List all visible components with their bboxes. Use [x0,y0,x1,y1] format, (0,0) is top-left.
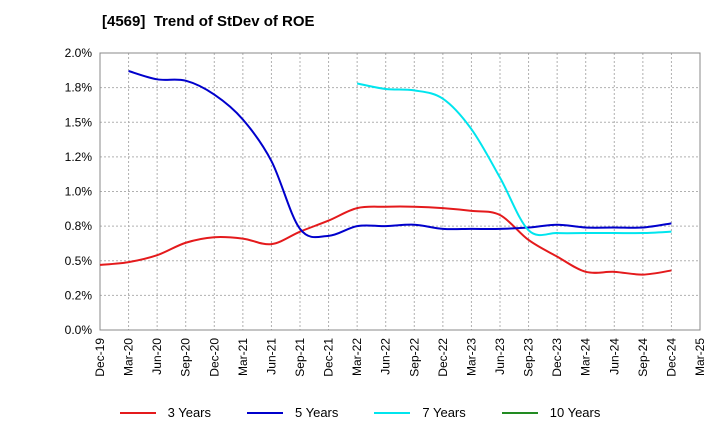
x-tick-label: Sep-24 [636,338,650,377]
x-tick-label: Jun-24 [607,338,621,375]
series-line-5-years [128,70,672,239]
x-tick-label: Dec-23 [550,338,564,377]
plot-frame [99,52,701,331]
y-tick-label: 0.0% [65,323,93,337]
y-tick-label: 1.8% [65,81,93,95]
x-tick-label: Sep-21 [293,338,307,377]
axis-layer: 0.0% 0.2% 0.5% 0.8% 1.0% 1.2% 1.5% 1.8% 2.0% Dec-… [65,46,707,377]
x-tick-label: Jun-20 [150,338,164,375]
x-tick-label: Mar-20 [122,338,136,376]
x-tick-label: Jun-22 [379,338,393,375]
line-chart: 0.0% 0.2% 0.5% 0.8% 1.0% 1.2% 1.5% 1.8% 2.0% Dec-… [65,46,707,377]
legend-label: 3 Years [167,405,211,420]
series-layer [99,70,672,276]
x-tick-label: Jun-21 [264,338,278,375]
legend-swatch [374,411,411,414]
legend-item: 10 Years [501,405,601,420]
legend-item: 3 Years [119,405,211,420]
y-tick-label: 0.5% [65,254,93,268]
grid-layer [99,52,701,331]
x-tick-label: Sep-22 [407,338,421,377]
y-tick-label: 0.8% [65,219,93,233]
x-tick-label: Sep-23 [522,338,536,377]
series-line-7-years [356,82,672,237]
series-line-3-years [99,205,672,276]
y-tick-label: 1.5% [65,115,93,129]
legend-label: 10 Years [549,405,601,420]
x-tick-label: Mar-23 [464,338,478,376]
y-tick-label: 1.0% [65,185,93,199]
chart-title: [4569] Trend of StDev of ROE [102,13,315,30]
x-tick-label: Dec-20 [207,338,221,377]
legend-label: 7 Years [422,405,466,420]
x-tick-label: Dec-22 [436,338,450,377]
legend-item: 7 Years [374,405,466,420]
legend-swatch [501,411,538,414]
x-tick-label: Dec-19 [93,338,107,377]
legend-label: 5 Years [295,405,339,420]
legend-item: 5 Years [247,405,338,420]
legend-swatch [119,411,156,414]
legend: 3 Years 5 Years 7 Years 10 Years [0,405,720,420]
x-tick-label: Dec-21 [322,338,336,377]
x-tick-label: Mar-21 [236,338,250,376]
x-tick-label: Sep-20 [179,338,193,377]
x-tick-label: Mar-24 [579,338,593,376]
y-tick-label: 2.0% [65,46,93,60]
x-tick-label: Mar-25 [693,338,707,376]
y-tick-label: 1.2% [65,150,93,164]
x-tick-label: Jun-23 [493,338,507,375]
x-tick-label: Mar-22 [350,338,364,376]
x-tick-label: Dec-24 [664,338,678,377]
y-tick-label: 0.2% [65,288,93,302]
legend-swatch [247,411,283,414]
